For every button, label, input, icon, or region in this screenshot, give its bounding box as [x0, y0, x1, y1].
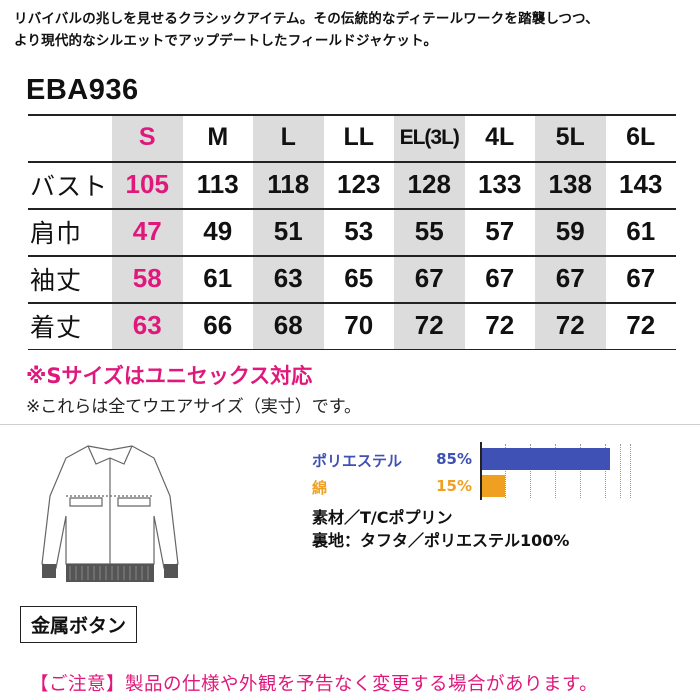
size-header-row: S M L LL EL(3L) 4L 5L 6L	[28, 114, 676, 161]
table-cell: 67	[555, 263, 585, 293]
size-header-m: M	[207, 123, 229, 151]
bar-gridline	[530, 444, 531, 498]
table-rule	[28, 302, 676, 304]
table-cell: 118	[267, 169, 310, 199]
actual-size-note: ※これらは全てウエアサイズ（実寸）です。	[26, 397, 362, 417]
cotton-bar	[482, 475, 505, 497]
table-cell: 70	[344, 310, 374, 340]
cotton-label: 綿	[312, 479, 328, 497]
table-rule	[28, 255, 676, 257]
row-label-shoulder: 肩巾	[30, 218, 83, 248]
intro-line-1: リバイバルの兆しを見せるクラシックアイテム。その伝統的なディテールワークを踏襲し…	[14, 11, 599, 27]
row-label-sleeve: 袖丈	[30, 265, 83, 295]
table-rule	[28, 208, 676, 210]
table-cell: 51	[273, 216, 303, 246]
cotton-percent: 15%	[436, 477, 472, 495]
metal-button-badge: 金属ボタン	[20, 606, 138, 643]
table-cell: 65	[344, 263, 374, 293]
table-cell: 63	[132, 310, 162, 340]
table-cell: 55	[414, 216, 444, 246]
table-cell: 61	[626, 216, 656, 246]
table-rule	[28, 348, 676, 350]
size-header-el: EL(3L)	[399, 125, 460, 149]
highlight-column-el	[394, 114, 465, 350]
size-header-6l: 6L	[626, 123, 656, 151]
size-table: S M L LL EL(3L) 4L 5L 6L バスト 105 113 118…	[28, 114, 676, 350]
caution-notice: 【ご注意】製品の仕様や外観を予告なく変更する場合があります。	[30, 674, 599, 695]
polyester-percent: 85%	[436, 450, 472, 468]
table-cell: 105	[125, 169, 169, 199]
table-row-bust: バスト 105 113 118 123 128 133 138 143	[28, 161, 676, 208]
section-divider	[0, 424, 700, 425]
table-cell: 72	[485, 310, 515, 340]
row-label-length: 着丈	[30, 312, 83, 342]
table-cell: 67	[485, 263, 515, 293]
table-cell: 58	[132, 263, 162, 293]
size-header-4l: 4L	[485, 123, 515, 151]
table-cell: 143	[619, 169, 663, 199]
fabric-row-cotton: 綿 15%	[312, 477, 472, 498]
jacket-icon	[41, 445, 179, 582]
table-cell: 123	[337, 169, 381, 199]
size-header-ll: LL	[343, 123, 375, 151]
highlight-column-s	[112, 114, 183, 350]
fabric-row-polyester: ポリエステル 85%	[312, 450, 472, 471]
bar-gridline	[620, 444, 621, 498]
bar-gridline	[630, 444, 631, 498]
table-cell: 128	[407, 169, 451, 199]
polyester-bar	[482, 448, 610, 470]
table-cell: 67	[414, 263, 444, 293]
table-cell: 59	[555, 216, 585, 246]
bar-gridline	[555, 444, 556, 498]
table-row-length: 着丈 63 66 68 70 72 72 72 72	[28, 302, 676, 349]
size-header-l: L	[280, 123, 296, 151]
intro-text: リバイバルの兆しを見せるクラシックアイテム。その伝統的なディテールワークを踏襲し…	[14, 8, 690, 52]
table-cell: 113	[196, 169, 239, 199]
table-rule	[28, 161, 676, 163]
material-info: 素材／T/Cポプリン 裏地：タフタ／ポリエステル100%	[312, 506, 569, 552]
model-number: EBA936	[26, 74, 139, 106]
table-cell: 133	[478, 169, 522, 199]
table-cell: 72	[555, 310, 585, 340]
table-cell: 53	[344, 216, 374, 246]
bar-gridline	[505, 444, 506, 498]
table-row-shoulder: 肩巾 47 49 51 53 55 57 59 61	[28, 208, 676, 255]
table-row-sleeve: 袖丈 58 61 63 65 67 67 67 67	[28, 255, 676, 302]
fabric-bar-chart	[480, 442, 640, 502]
bar-gridline	[605, 444, 606, 498]
table-cell: 61	[203, 263, 233, 293]
table-rule	[28, 114, 676, 116]
row-label-bust: バスト	[30, 171, 109, 201]
unisex-note: ※Sサイズはユニセックス対応	[26, 364, 313, 388]
table-cell: 57	[485, 216, 515, 246]
material-fabric: 素材／T/Cポプリン	[312, 508, 453, 527]
table-cell: 66	[203, 310, 233, 340]
table-cell: 72	[414, 310, 444, 340]
highlight-column-5l	[535, 114, 606, 350]
highlight-column-l	[253, 114, 324, 350]
table-cell: 47	[132, 216, 162, 246]
table-cell: 138	[548, 169, 592, 199]
material-lining: 裏地：タフタ／ポリエステル100%	[312, 531, 570, 550]
size-header-s: S	[138, 123, 156, 151]
table-cell: 67	[626, 263, 656, 293]
polyester-label: ポリエステル	[312, 452, 403, 470]
bar-axis	[480, 442, 482, 500]
bar-gridline	[580, 444, 581, 498]
table-cell: 63	[273, 263, 303, 293]
intro-line-2: より現代的なシルエットでアップデートしたフィールドジャケット。	[14, 33, 438, 49]
size-header-5l: 5L	[555, 123, 585, 151]
table-cell: 72	[626, 310, 656, 340]
table-cell: 68	[273, 310, 303, 340]
table-cell: 49	[203, 216, 233, 246]
